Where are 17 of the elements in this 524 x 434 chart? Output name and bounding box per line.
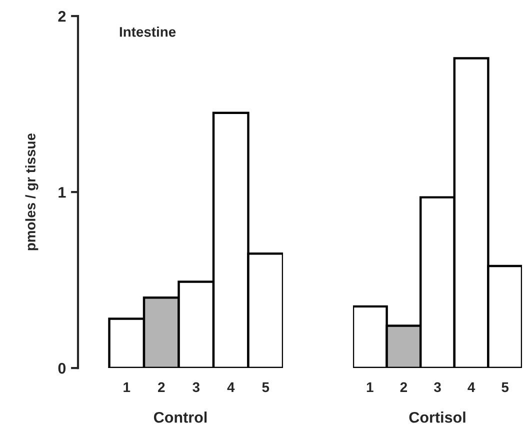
x-tick-label: 5: [502, 382, 509, 392]
x-tick-label: 3: [434, 382, 441, 392]
x-tick-label: 5: [262, 382, 270, 392]
x-tick-label: 4: [227, 382, 235, 392]
y-tick-label: 1: [58, 187, 66, 198]
x-tick-label: 2: [400, 382, 408, 392]
x-axis-title: Control: [154, 412, 207, 423]
y-axis-title: pmoles / gr tissue: [25, 133, 38, 250]
y-tick-label: 2: [58, 10, 66, 22]
x-tick-label: 1: [124, 382, 130, 392]
x-tick-label: 1: [366, 382, 374, 392]
x-axis-title: Cortisol: [409, 412, 466, 423]
x-tick-label: 2: [158, 382, 165, 392]
text: Intestine: [120, 26, 176, 37]
x-tick-label: 4: [468, 382, 476, 392]
y-tick-label: 0: [58, 362, 66, 374]
x-tick-label: 3: [192, 382, 200, 392]
